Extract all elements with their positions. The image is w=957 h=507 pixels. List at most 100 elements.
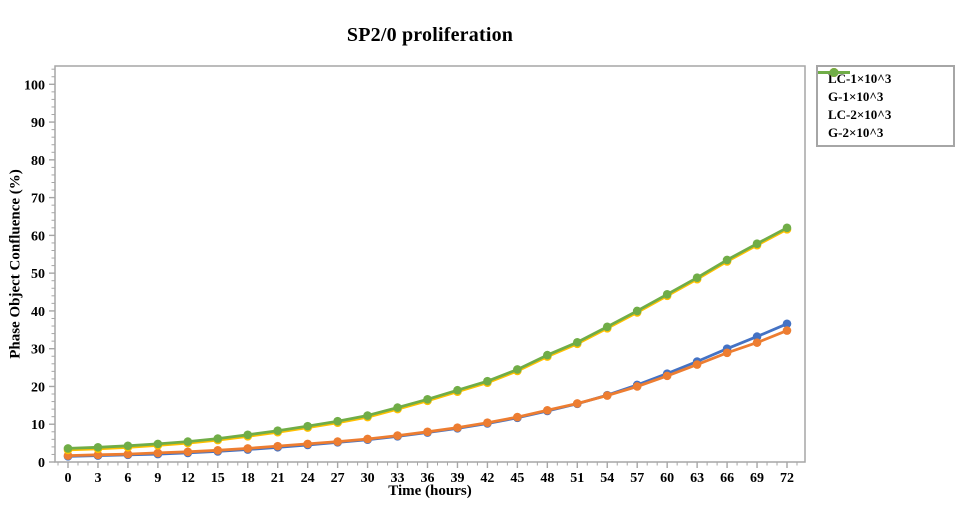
y-tick-label: 50	[31, 267, 45, 282]
y-tick-label: 100	[24, 78, 45, 93]
data-point	[93, 442, 103, 452]
y-tick-label: 30	[31, 343, 45, 358]
y-tick-label: 70	[31, 192, 45, 207]
data-point	[213, 445, 223, 455]
x-tick-label: 66	[720, 471, 734, 486]
x-axis-title: Time (hours)	[388, 483, 472, 499]
data-point	[153, 448, 163, 458]
x-tick-label: 42	[480, 471, 494, 486]
data-point	[602, 322, 612, 332]
data-point	[543, 350, 552, 360]
legend-item-3: G-2×10^3	[818, 68, 947, 142]
data-point	[632, 306, 642, 316]
data-point	[333, 416, 342, 426]
legend: LC-1×10^3 G-1×10^3 LC-2×10^3 G-2×10^3	[816, 65, 955, 147]
data-point	[453, 423, 462, 432]
x-tick-label: 39	[450, 471, 464, 486]
legend-line-marker-icon	[818, 68, 850, 77]
x-tick-label: 63	[690, 471, 704, 486]
x-tick-label: 6	[124, 471, 131, 486]
legend-label: G-2×10^3	[828, 125, 884, 140]
data-point	[782, 326, 792, 335]
x-tick-label: 9	[154, 471, 161, 486]
data-point	[243, 444, 253, 453]
data-point	[602, 391, 612, 400]
data-point	[572, 399, 582, 408]
data-point	[303, 421, 312, 431]
data-point	[632, 382, 642, 391]
data-point	[722, 348, 732, 358]
x-tick-label: 27	[331, 471, 345, 486]
data-point	[183, 447, 193, 457]
data-point	[393, 431, 402, 440]
data-point	[243, 430, 253, 440]
data-point	[722, 255, 732, 265]
series-line-3	[66, 226, 789, 450]
data-point	[543, 405, 552, 415]
x-tick-label: 48	[540, 471, 554, 486]
series-line-2	[66, 227, 789, 452]
y-tick-label: 10	[31, 418, 45, 433]
data-point	[273, 441, 283, 451]
y-tick-label: 80	[31, 154, 45, 169]
x-tick-label: 60	[660, 471, 674, 486]
data-point	[513, 365, 522, 374]
y-tick-label: 0	[38, 456, 45, 471]
x-tick-label: 69	[750, 471, 764, 486]
x-tick-label: 12	[181, 471, 195, 486]
x-tick-label: 54	[600, 471, 614, 486]
data-point	[123, 441, 133, 451]
data-point	[213, 434, 223, 443]
legend-item-1: G-1×10^3	[818, 68, 947, 106]
data-point	[63, 444, 73, 453]
x-tick-label: 36	[421, 471, 435, 486]
x-tick-label: 3	[94, 471, 101, 486]
x-tick-label: 30	[361, 471, 375, 486]
data-point	[513, 412, 522, 422]
data-point	[423, 427, 432, 437]
data-point	[153, 439, 163, 449]
x-tick-label: 21	[271, 471, 285, 486]
x-tick-label: 15	[211, 471, 225, 486]
data-point	[123, 449, 133, 459]
data-point	[483, 418, 492, 428]
legend-label: LC-2×10^3	[828, 107, 892, 122]
data-point	[303, 439, 312, 449]
x-tick-label: 51	[570, 471, 584, 486]
y-tick-label: 60	[31, 229, 45, 244]
chart-title: SP2/0 proliferation	[346, 24, 514, 46]
y-tick-label: 90	[31, 116, 45, 131]
data-point	[273, 426, 283, 435]
data-point	[692, 360, 702, 369]
data-point	[393, 403, 402, 412]
x-tick-label: 0	[65, 471, 72, 486]
series-line-1	[66, 329, 789, 458]
data-point	[93, 450, 103, 460]
legend-label: LC-1×10^3	[828, 71, 892, 86]
legend-item-2: LC-2×10^3	[818, 68, 947, 124]
data-point	[782, 223, 792, 233]
x-tick-label: 57	[630, 471, 644, 486]
data-point	[662, 290, 672, 299]
data-point	[453, 385, 462, 395]
data-point	[782, 319, 792, 329]
x-tick-label: 24	[301, 471, 315, 486]
legend-label: G-1×10^3	[828, 89, 884, 104]
x-tick-label: 33	[391, 471, 405, 486]
data-point	[363, 434, 372, 444]
data-point	[333, 437, 342, 446]
y-tick-label: 20	[31, 380, 45, 395]
data-point	[363, 411, 372, 420]
data-point	[572, 337, 582, 347]
data-point	[423, 395, 432, 404]
data-point	[752, 338, 762, 347]
x-tick-label: 18	[241, 471, 255, 486]
data-point	[483, 376, 492, 386]
data-point	[183, 437, 193, 446]
plot-border	[54, 65, 806, 463]
data-point	[752, 239, 762, 248]
data-point	[692, 273, 702, 282]
x-tick-label: 45	[510, 471, 524, 486]
